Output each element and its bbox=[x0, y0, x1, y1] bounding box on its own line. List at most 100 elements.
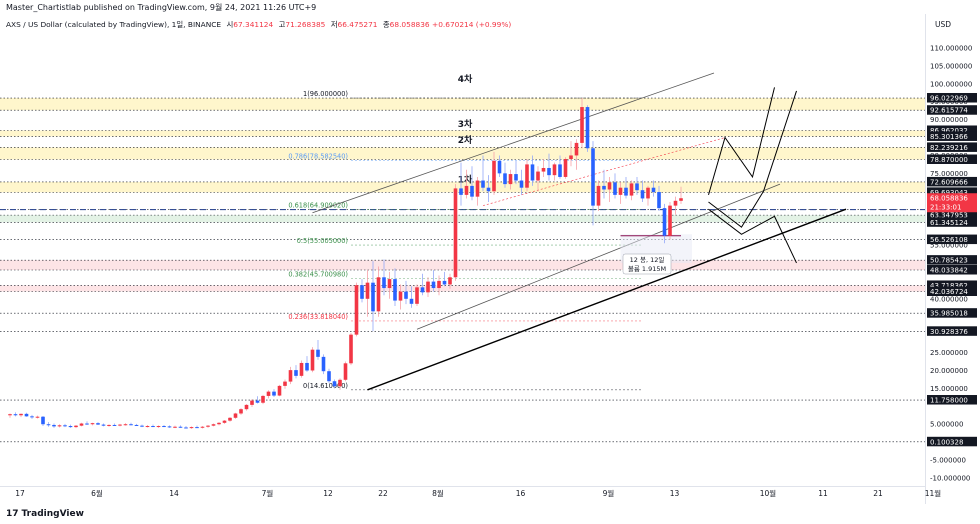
symbol-name[interactable]: AXS / US Dollar (calculated by TradingVi… bbox=[6, 20, 222, 29]
time-tick-label: 6월 bbox=[91, 488, 103, 498]
candle-body bbox=[679, 198, 683, 201]
candle-body bbox=[431, 281, 436, 289]
candle-body bbox=[85, 423, 89, 425]
forecast-path-down bbox=[708, 208, 797, 264]
candle-body bbox=[327, 371, 331, 382]
candle-body bbox=[558, 164, 562, 177]
candle-body bbox=[13, 414, 18, 416]
candle-body bbox=[514, 174, 518, 181]
zones-layer bbox=[0, 98, 925, 292]
level-badge bbox=[927, 142, 977, 152]
price-tick-label: 15.000000 bbox=[930, 385, 968, 393]
candle-body bbox=[492, 160, 496, 192]
candle-body bbox=[134, 424, 139, 426]
candle-body bbox=[618, 187, 623, 195]
candle-body bbox=[118, 424, 122, 426]
candle-body bbox=[574, 142, 579, 156]
candle-body bbox=[481, 180, 485, 188]
zone-band bbox=[0, 215, 925, 223]
level-badge bbox=[927, 217, 977, 227]
candle-body bbox=[250, 400, 254, 405]
level-badge bbox=[927, 234, 977, 245]
zone-band bbox=[0, 147, 925, 160]
change-value: +0.670214 (+0.99%) bbox=[432, 20, 512, 29]
level-badge-label: 72.609666 bbox=[930, 178, 968, 186]
level-badge-label: 50.785423 bbox=[930, 257, 968, 265]
price-tick-label: -5.000000 bbox=[930, 457, 966, 465]
currency-label[interactable]: USD bbox=[935, 20, 952, 29]
candle-body bbox=[30, 416, 34, 418]
fib-label: 0.786(78.582540) bbox=[288, 153, 348, 161]
level-badge-label: 61.345124 bbox=[930, 219, 968, 227]
candle-body bbox=[668, 205, 672, 236]
wave-label: 3차 bbox=[458, 118, 473, 130]
candle-body bbox=[167, 426, 172, 428]
candle-body bbox=[569, 155, 573, 160]
price-tick-label: 105.000000 bbox=[930, 62, 972, 70]
range-bars-label: 12 봉, 12일 bbox=[630, 255, 665, 264]
candle-body bbox=[552, 164, 557, 176]
level-badge-label: 63.347953 bbox=[930, 212, 968, 220]
candle-body bbox=[41, 416, 45, 425]
candle-body bbox=[646, 187, 650, 199]
candle-body bbox=[200, 426, 205, 428]
candle-body bbox=[464, 185, 469, 195]
time-tick-label: 21 bbox=[873, 489, 883, 498]
tradingview-brand[interactable]: 17 TradingView bbox=[6, 509, 84, 519]
channel-lower-line bbox=[416, 183, 781, 330]
open-value: 67.341124 bbox=[233, 20, 274, 29]
candle-body bbox=[541, 167, 546, 172]
candle-body bbox=[90, 423, 95, 425]
candle-body bbox=[475, 180, 480, 197]
candle-body bbox=[442, 280, 447, 285]
candle-body bbox=[24, 413, 29, 417]
candle-body bbox=[173, 426, 177, 428]
candle-body bbox=[244, 404, 249, 410]
low-value: 66.475271 bbox=[337, 20, 378, 29]
candle-body bbox=[321, 356, 326, 372]
range-note-box bbox=[622, 253, 672, 275]
brand-label: TradingView bbox=[21, 509, 84, 519]
candle-body bbox=[338, 379, 342, 387]
candle-body bbox=[459, 188, 463, 195]
candle-body bbox=[222, 420, 227, 423]
candle-body bbox=[519, 180, 524, 188]
candle-body bbox=[294, 370, 298, 376]
candle-body bbox=[332, 381, 337, 387]
candle-body bbox=[305, 362, 309, 371]
range-volume-label: 볼륨 1.915M bbox=[628, 264, 666, 273]
candle-body bbox=[640, 190, 645, 199]
level-badge-label: 30.928376 bbox=[930, 328, 968, 336]
zone-band bbox=[0, 181, 925, 193]
wave-label: 1차 bbox=[458, 173, 473, 185]
candle-body bbox=[585, 107, 590, 149]
candle-body bbox=[316, 349, 320, 357]
level-badge bbox=[927, 154, 977, 164]
low-label: 저 bbox=[330, 20, 338, 29]
candle-body bbox=[657, 191, 661, 209]
fib-label: 0(14.610000) bbox=[303, 382, 348, 390]
candle-body bbox=[123, 424, 128, 426]
candle-body bbox=[310, 349, 315, 371]
candle-body bbox=[470, 185, 474, 197]
level-badge-label: 69.693043 bbox=[930, 189, 968, 197]
candle-body bbox=[184, 427, 188, 429]
level-badge bbox=[927, 125, 977, 135]
wave-label: 2차 bbox=[458, 134, 473, 146]
forecast-path-up-alt bbox=[708, 90, 797, 228]
level-badge-label: 42.036724 bbox=[930, 288, 968, 296]
candle-body bbox=[46, 424, 51, 426]
candle-body bbox=[404, 291, 408, 299]
time-tick-label: 17 bbox=[15, 489, 25, 498]
level-badge-label: 78.870000 bbox=[930, 156, 968, 164]
level-badge bbox=[927, 286, 977, 297]
candle-body bbox=[195, 427, 199, 429]
candle-body bbox=[382, 277, 386, 289]
candle-body bbox=[74, 425, 78, 428]
candle-body bbox=[96, 423, 100, 425]
grid-layer bbox=[0, 97, 925, 443]
candle-body bbox=[107, 424, 111, 426]
level-badge-label: 11.758000 bbox=[930, 397, 968, 405]
candle-body bbox=[596, 185, 601, 206]
